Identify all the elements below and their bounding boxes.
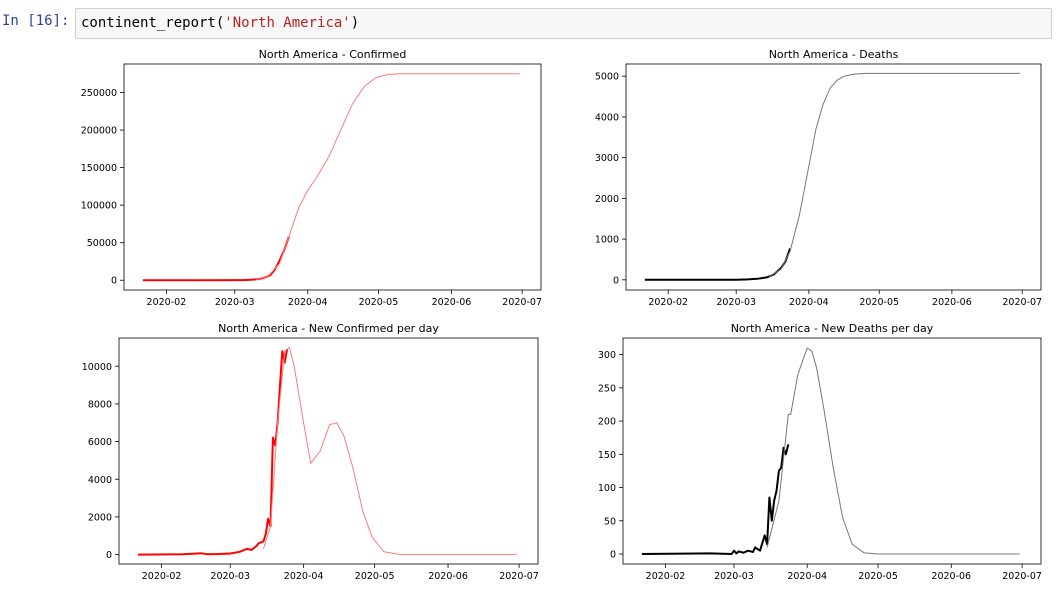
x-tick-label: 2020-04 <box>789 297 829 308</box>
x-tick-label: 2020-07 <box>1002 571 1042 582</box>
y-tick-label: 0 <box>106 550 112 561</box>
y-tick-label: 8000 <box>88 399 112 410</box>
axes-frame <box>123 63 542 291</box>
code-close-paren: ) <box>350 15 360 31</box>
y-tick-label: 3000 <box>595 153 619 164</box>
x-tick-label: 2020-06 <box>428 571 468 582</box>
y-tick-label: 0 <box>610 550 616 561</box>
x-tick-label: 2020-05 <box>858 571 898 582</box>
x-tick-label: 2020-07 <box>502 297 542 308</box>
x-tick-label: 2020-04 <box>284 571 324 582</box>
chart-title: North America - Deaths <box>769 48 899 61</box>
x-tick-label: 2020-05 <box>859 297 899 308</box>
cell-prompt: In [16]: <box>2 13 70 29</box>
y-tick-label: 100000 <box>81 201 117 212</box>
x-tick-label: 2020-06 <box>931 571 971 582</box>
y-tick-label: 10000 <box>82 362 112 373</box>
y-tick-label: 200000 <box>81 126 117 137</box>
y-tick-label: 5000 <box>595 72 619 83</box>
x-tick-label: 2020-04 <box>787 571 827 582</box>
series-line-projection <box>255 73 520 280</box>
chart-north-america-confirmed: North America - Confirmed 2020-02 2020-03 2… <box>81 48 542 308</box>
y-tick-label: 150000 <box>81 163 117 174</box>
x-tick-label: 2020-02 <box>147 297 187 308</box>
y-tick-label: 1000 <box>595 235 619 246</box>
x-tick-label: 2020-04 <box>288 297 328 308</box>
x-tick-label: 2020-06 <box>932 297 972 308</box>
axes-frame <box>625 63 1042 291</box>
x-tick-label: 2020-06 <box>432 297 472 308</box>
y-tick-label: 100 <box>598 483 616 494</box>
y-tick-label: 4000 <box>595 112 619 123</box>
x-tick-label: 2020-07 <box>1002 297 1042 308</box>
y-tick-label: 150 <box>598 450 616 461</box>
code-string-argument: 'North America' <box>224 15 351 31</box>
y-tick-label: 0 <box>613 275 619 286</box>
y-tick-label: 300 <box>598 350 616 361</box>
chart-north-america-new-confirmed-per-day: North America - New Confirmed per day 202… <box>82 322 539 582</box>
series-line-actual <box>142 236 290 282</box>
x-tick-label: 2020-02 <box>646 571 686 582</box>
y-tick-label: 4000 <box>88 475 112 486</box>
code-cell-input[interactable]: continent_report('North America') <box>75 8 1052 39</box>
x-tick-label: 2020-03 <box>716 297 756 308</box>
x-tick-label: 2020-05 <box>355 571 395 582</box>
y-tick-label: 200 <box>598 417 616 428</box>
y-tick-label: 50 <box>604 516 616 527</box>
code-function-call: continent_report( <box>81 15 225 31</box>
y-tick-label: 0 <box>111 276 117 287</box>
x-tick-label: 2020-05 <box>359 297 399 308</box>
y-tick-label: 2000 <box>88 512 112 523</box>
chart-title: North America - Confirmed <box>259 48 407 61</box>
chart-north-america-new-deaths-per-day: North America - New Deaths per day 2020-0… <box>598 322 1042 582</box>
chart-north-america-deaths: North America - Deaths 2020-02 2020-03 2020… <box>595 48 1042 308</box>
series-line-actual <box>641 444 790 555</box>
series-line-projection <box>768 72 1020 278</box>
x-tick-label: 2020-03 <box>210 571 250 582</box>
x-tick-label: 2020-03 <box>714 571 754 582</box>
y-tick-label: 6000 <box>88 437 112 448</box>
series-line-projection <box>766 347 1020 555</box>
y-tick-label: 250 <box>598 383 616 394</box>
x-tick-label: 2020-07 <box>499 571 539 582</box>
axes-frame <box>622 337 1042 565</box>
y-tick-label: 2000 <box>595 194 619 205</box>
series-line-actual <box>644 248 792 281</box>
chart-title: North America - New Confirmed per day <box>218 322 439 335</box>
x-tick-label: 2020-02 <box>142 571 182 582</box>
axes-frame <box>118 337 539 565</box>
y-tick-label: 250000 <box>81 88 117 99</box>
x-tick-label: 2020-03 <box>215 297 255 308</box>
series-line-actual <box>137 349 289 556</box>
chart-title: North America - New Deaths per day <box>731 322 934 335</box>
x-tick-label: 2020-02 <box>648 297 688 308</box>
y-tick-label: 50000 <box>87 238 117 249</box>
series-line-projection <box>262 346 517 556</box>
